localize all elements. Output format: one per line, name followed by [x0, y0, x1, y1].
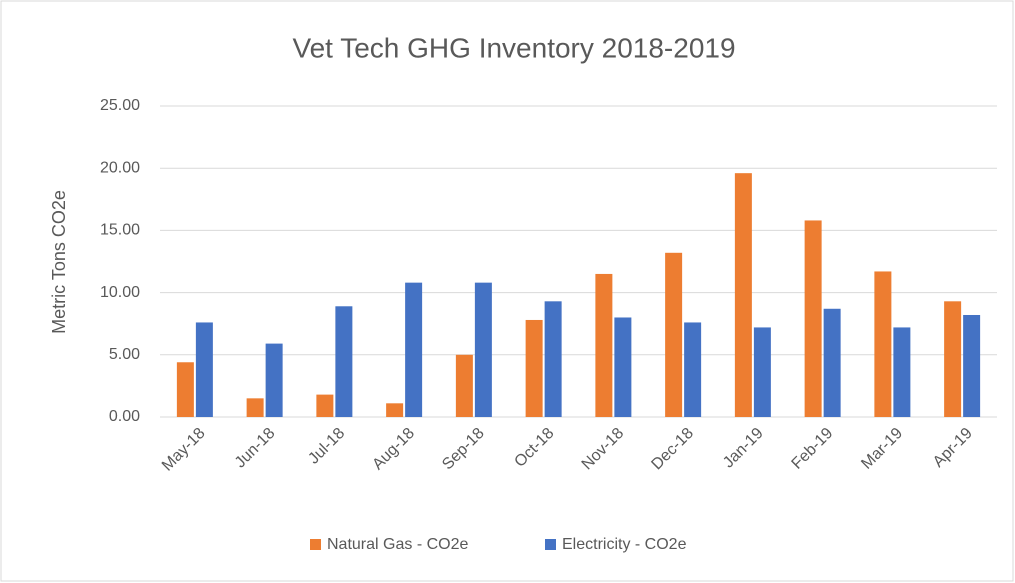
legend-label: Electricity - CO2e	[562, 536, 687, 553]
y-axis-label: Metric Tons CO2e	[49, 190, 69, 334]
bar	[804, 220, 822, 417]
bar	[335, 306, 353, 417]
legend-swatch	[310, 539, 321, 550]
bar	[963, 314, 981, 417]
legend-label: Natural Gas - CO2e	[327, 536, 468, 553]
bar	[246, 398, 264, 417]
y-tick-label: 5.00	[109, 346, 140, 363]
bar	[893, 327, 911, 417]
y-tick-label: 0.00	[109, 408, 140, 425]
y-tick-label: 15.00	[100, 222, 140, 239]
bar	[665, 252, 683, 417]
bar	[405, 282, 423, 417]
bar	[944, 301, 962, 417]
bar	[195, 322, 213, 417]
bar	[265, 343, 283, 417]
bar	[595, 273, 613, 417]
bar	[544, 301, 562, 417]
bar	[734, 173, 752, 417]
bar	[874, 271, 892, 417]
y-tick-label: 20.00	[100, 159, 140, 176]
y-tick-label: 10.00	[100, 284, 140, 301]
y-tick-label: 25.00	[100, 97, 140, 114]
bar	[823, 308, 841, 417]
bar	[753, 327, 771, 417]
chart-title: Vet Tech GHG Inventory 2018-2019	[292, 32, 735, 63]
bar	[386, 403, 404, 417]
bar	[525, 319, 543, 417]
legend-swatch	[545, 539, 556, 550]
bar	[316, 394, 334, 417]
bar	[614, 317, 632, 417]
bar	[474, 282, 492, 417]
bar	[684, 322, 702, 417]
bar	[455, 354, 473, 417]
bar	[176, 362, 194, 417]
